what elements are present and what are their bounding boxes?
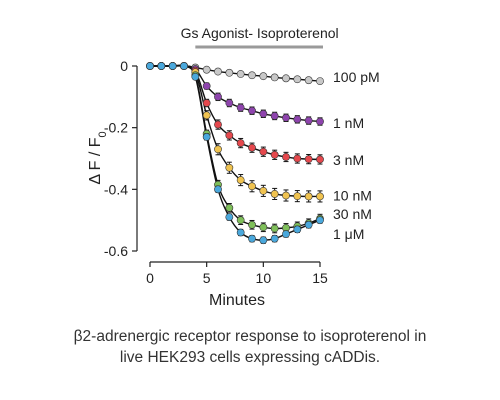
data-point bbox=[248, 234, 256, 243]
data-point bbox=[270, 150, 279, 159]
y-axis-label: Δ F / F0 bbox=[87, 131, 109, 184]
series-label: 10 nM bbox=[333, 188, 372, 204]
data-point bbox=[270, 234, 279, 243]
data-point bbox=[202, 82, 211, 90]
series-label: 1 nM bbox=[333, 115, 364, 131]
data-point bbox=[236, 70, 245, 78]
data-point bbox=[157, 62, 166, 70]
data-point bbox=[270, 112, 279, 120]
data-point bbox=[248, 143, 256, 152]
data-point bbox=[259, 186, 268, 195]
series-label: 1 μM bbox=[333, 226, 364, 242]
data-point bbox=[282, 74, 290, 83]
y-axis-label-main: Δ F / F bbox=[87, 137, 104, 184]
data-point bbox=[293, 115, 302, 124]
data-point bbox=[304, 76, 313, 85]
axes-group: 0 -0.2 -0.4 -0.6 0 5 10 15 bbox=[104, 58, 328, 286]
data-point bbox=[202, 99, 211, 107]
data-point bbox=[304, 192, 313, 201]
data-point bbox=[316, 155, 324, 164]
data-point bbox=[248, 220, 256, 229]
data-point bbox=[282, 113, 290, 122]
data-point bbox=[304, 155, 313, 164]
y-tick-label: -0.6 bbox=[104, 243, 128, 259]
series-markers bbox=[146, 62, 324, 234]
data-point bbox=[316, 77, 324, 86]
data-point bbox=[248, 71, 256, 80]
x-tick-label: 15 bbox=[312, 270, 328, 286]
data-point bbox=[293, 225, 302, 234]
series-line bbox=[150, 64, 321, 198]
series-markers bbox=[146, 62, 324, 203]
x-tick-label: 10 bbox=[256, 270, 272, 286]
y-axis-label-subscript: 0 bbox=[97, 131, 109, 137]
data-point bbox=[248, 106, 256, 115]
data-point bbox=[259, 147, 268, 156]
data-point bbox=[191, 72, 200, 81]
series-label: 3 nM bbox=[333, 152, 364, 168]
y-tick-label: 0 bbox=[120, 58, 128, 74]
data-point bbox=[293, 154, 302, 163]
data-point bbox=[236, 176, 245, 184]
data-point bbox=[259, 236, 268, 245]
series-markers bbox=[146, 62, 324, 126]
series-line bbox=[150, 65, 321, 123]
data-point bbox=[270, 224, 279, 233]
data-point bbox=[304, 116, 313, 125]
data-point bbox=[214, 185, 222, 194]
series-label: 30 nM bbox=[333, 206, 372, 222]
data-point bbox=[293, 192, 302, 201]
data-point bbox=[270, 73, 279, 82]
data-point bbox=[168, 62, 177, 70]
agonist-annotation: Gs Agonist- Isoproterenol bbox=[181, 25, 339, 41]
figure-caption: β2-adrenergic receptor response to isopr… bbox=[0, 326, 500, 368]
data-point bbox=[316, 117, 324, 126]
y-tick-label: -0.2 bbox=[104, 120, 128, 136]
data-point bbox=[202, 111, 211, 120]
data-point bbox=[225, 131, 234, 140]
data-point bbox=[225, 203, 234, 212]
series-line bbox=[150, 64, 321, 241]
data-point bbox=[180, 62, 188, 70]
data-point bbox=[304, 220, 313, 229]
x-tick-label: 5 bbox=[203, 270, 211, 286]
data-point bbox=[316, 192, 324, 201]
data-point bbox=[248, 182, 256, 191]
data-point bbox=[225, 213, 234, 221]
caption-line-1: β2-adrenergic receptor response to isopr… bbox=[73, 328, 427, 345]
data-point bbox=[259, 72, 268, 81]
data-point bbox=[225, 163, 234, 172]
data-point bbox=[202, 65, 211, 74]
data-point bbox=[202, 133, 211, 141]
data-point bbox=[214, 145, 222, 154]
caption-line-2: live HEK293 cells expressing cADDis. bbox=[119, 349, 381, 366]
data-point bbox=[214, 67, 222, 76]
x-axis-label: Minutes bbox=[209, 292, 265, 309]
data-point bbox=[282, 191, 290, 200]
data-point bbox=[270, 190, 279, 198]
data-point bbox=[259, 109, 268, 118]
data-point bbox=[259, 223, 268, 232]
data-point bbox=[225, 99, 234, 107]
series-lines bbox=[150, 64, 321, 241]
x-tick-label: 0 bbox=[146, 270, 154, 286]
data-point bbox=[282, 153, 290, 161]
data-point bbox=[214, 92, 222, 101]
series-markers bbox=[146, 62, 324, 245]
data-point bbox=[236, 216, 245, 225]
data-point bbox=[225, 68, 234, 77]
data-point bbox=[282, 230, 290, 238]
data-point bbox=[214, 120, 222, 129]
data-point bbox=[236, 139, 245, 147]
data-point bbox=[146, 62, 154, 70]
data-point bbox=[316, 216, 324, 225]
data-point bbox=[293, 75, 302, 84]
data-point bbox=[236, 228, 245, 237]
series-label: 100 pM bbox=[333, 69, 380, 85]
series-line bbox=[150, 64, 321, 230]
y-tick-label: -0.4 bbox=[104, 181, 128, 197]
data-point bbox=[236, 103, 245, 112]
